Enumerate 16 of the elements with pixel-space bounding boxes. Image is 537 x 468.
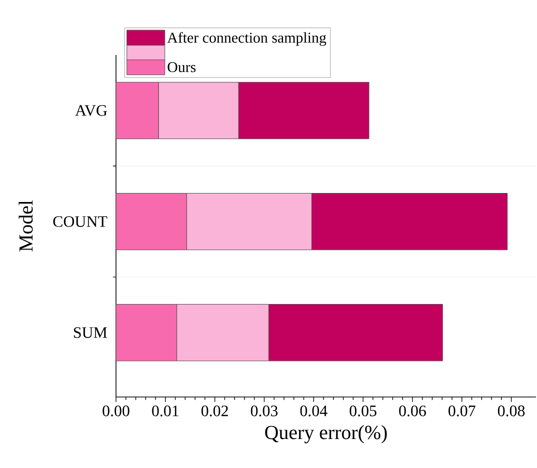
y-tick-label: COUNT [53, 216, 108, 227]
x-tick-label: 0.07 [448, 406, 476, 416]
legend-label: After connection sampling [167, 32, 326, 46]
x-tick-label: 0.04 [300, 406, 328, 416]
x-tick-label: 0.03 [250, 406, 278, 416]
legend-label: Ours [168, 62, 196, 72]
x-tick-label: 0.00 [102, 406, 130, 416]
x-tick-label: 0.01 [152, 406, 178, 416]
x-tick-label: 0.06 [399, 406, 426, 416]
y-tick-label: SUM [74, 327, 108, 338]
y-axis-title: Model [18, 200, 33, 252]
y-tick-label: AVG [75, 105, 107, 116]
x-axis-title: Query error(%) [265, 425, 387, 444]
x-tick-label: 0.05 [350, 406, 376, 416]
x-tick-label: 0.08 [498, 406, 525, 416]
x-tick-label: 0.02 [201, 406, 228, 416]
